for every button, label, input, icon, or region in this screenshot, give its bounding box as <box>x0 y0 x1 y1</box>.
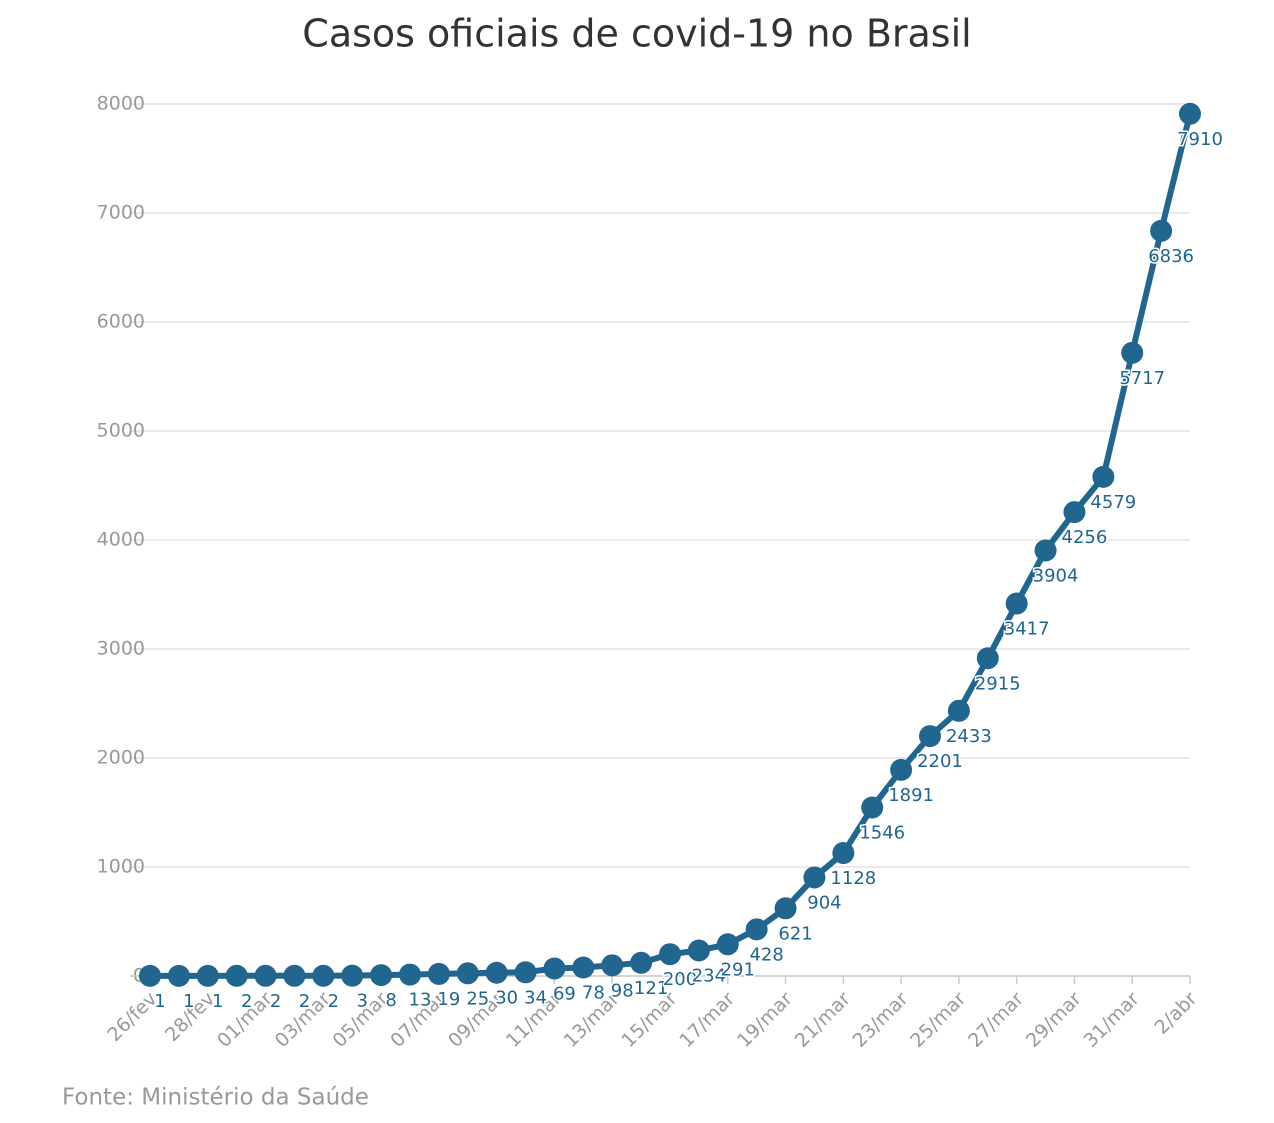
x-tick-label: 27/mar <box>964 988 1028 1052</box>
y-tick-label: 5000 <box>97 420 145 442</box>
x-tick-label: 19/mar <box>733 988 797 1052</box>
data-label: 1546 <box>859 822 905 843</box>
y-tick-label: 4000 <box>97 529 145 551</box>
point <box>485 961 508 984</box>
data-label: 5717 <box>1119 368 1165 389</box>
point <box>225 964 248 987</box>
point <box>890 758 913 781</box>
data-label: 1 <box>183 991 194 1012</box>
point <box>1092 465 1115 488</box>
line <box>150 113 1193 979</box>
point <box>832 842 855 865</box>
data-label: 1 <box>212 991 223 1012</box>
source: Fonte: Ministério da Saúde <box>62 1085 369 1111</box>
point <box>1121 341 1144 364</box>
point <box>745 918 768 941</box>
data-label: 2 <box>241 991 252 1012</box>
data-label: 34 <box>524 987 547 1008</box>
point <box>456 962 479 985</box>
point <box>947 699 970 722</box>
data-label: 19 <box>437 989 460 1010</box>
point <box>196 964 219 987</box>
x-tick-label: 17/mar <box>675 988 739 1052</box>
data-label: 1 <box>154 991 165 1012</box>
data-label: 200 <box>663 969 697 990</box>
y-tick-label: 1000 <box>97 856 145 878</box>
data-label: 2915 <box>975 673 1021 694</box>
data-label: 6836 <box>1148 246 1194 267</box>
x-tick-label: 26/fev <box>103 988 161 1046</box>
point <box>370 964 393 987</box>
x-tick-label: 2/abr <box>1151 988 1202 1039</box>
data-label: 7910 <box>1177 129 1223 150</box>
data-label: 1891 <box>888 785 934 806</box>
point <box>543 957 566 980</box>
x-tick-label: 31/mar <box>1080 988 1144 1052</box>
point <box>1034 539 1057 562</box>
y-tick-label: 8000 <box>97 93 145 115</box>
point <box>514 961 537 984</box>
point <box>341 964 364 987</box>
grid <box>130 103 1190 977</box>
x-tick-label: 25/mar <box>906 988 970 1052</box>
data-label: 3417 <box>1004 619 1050 640</box>
data-label: 78 <box>582 982 605 1003</box>
data-label: 3 <box>356 991 367 1012</box>
data-label: 1128 <box>830 868 876 889</box>
chart-title: Casos oficiais de covid-19 no Brasil <box>302 12 971 56</box>
point <box>1063 501 1086 524</box>
point <box>427 962 450 985</box>
point <box>630 951 653 974</box>
point <box>774 897 797 920</box>
point <box>572 956 595 979</box>
y-tick-label: 3000 <box>97 638 145 660</box>
point <box>312 964 335 987</box>
y-tick-label: 6000 <box>97 311 145 333</box>
point <box>1005 592 1028 615</box>
data-label: 121 <box>634 978 668 999</box>
data-label: 2201 <box>917 751 963 772</box>
data-label: 2 <box>328 991 339 1012</box>
point <box>1150 219 1173 242</box>
data-label: 2 <box>299 991 310 1012</box>
data-label: 4256 <box>1062 527 1108 548</box>
point <box>283 964 306 987</box>
point <box>716 933 739 956</box>
data-label: 3904 <box>1033 565 1079 586</box>
point <box>167 964 190 987</box>
x-tick-label: 29/mar <box>1022 988 1086 1052</box>
point <box>254 964 277 987</box>
data-label: 291 <box>721 959 755 980</box>
data-label: 69 <box>553 983 576 1004</box>
data-label: 2 <box>270 991 281 1012</box>
data-label: 4579 <box>1090 492 1136 513</box>
data-label: 234 <box>692 965 726 986</box>
point <box>139 964 161 987</box>
data-label: 8 <box>385 990 396 1011</box>
point <box>803 866 826 889</box>
point <box>919 725 941 748</box>
y-tick-label: 7000 <box>97 202 145 224</box>
data-label: 2433 <box>946 726 992 747</box>
y-tick-label: 2000 <box>97 747 145 769</box>
point <box>399 963 421 986</box>
point <box>1179 102 1201 125</box>
data-label: 25 <box>466 988 489 1009</box>
x-tick-label: 23/mar <box>849 988 913 1052</box>
point <box>659 943 681 966</box>
data-label: 904 <box>807 892 841 913</box>
data-label: 30 <box>495 988 518 1009</box>
point <box>976 647 999 670</box>
data-label: 428 <box>749 944 783 965</box>
point <box>687 939 710 962</box>
plot: 1 1 1 2 2 2 2 3 8 13 19 25 30 34 69 78 98 121200234291428… <box>139 102 1224 1013</box>
point <box>601 954 624 977</box>
point <box>861 796 884 819</box>
data-label: 621 <box>778 923 812 944</box>
data-label: 98 <box>611 980 634 1001</box>
data-label: 13 <box>409 990 432 1011</box>
x-tick-label: 21/mar <box>791 988 855 1052</box>
